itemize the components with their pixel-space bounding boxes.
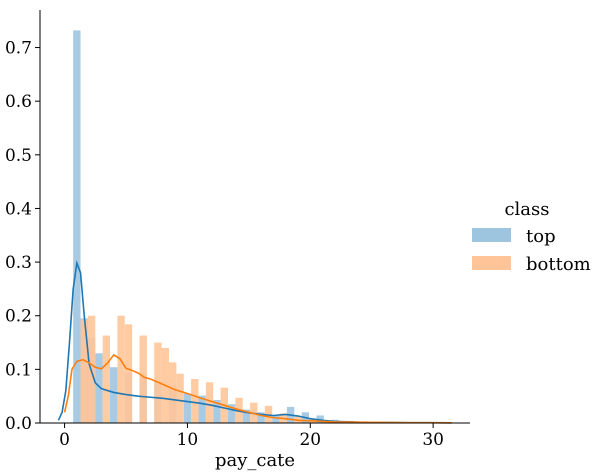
legend-label-top: top (526, 226, 556, 247)
legend: class top bottom (472, 199, 591, 275)
y-tick-label: 0.1 (5, 360, 32, 380)
bar-top-13 (242, 409, 251, 423)
y-tick-label: 0.4 (5, 199, 32, 219)
bar-top-14 (257, 412, 265, 423)
x-tick-label: 20 (299, 430, 321, 450)
bar-top-11 (213, 399, 221, 423)
x-tick-label: 30 (422, 430, 444, 450)
legend-swatch-top (472, 228, 511, 242)
tick-labels: 0 10 20 30 0.0 0.1 0.2 0.3 0.4 0.5 0.6 0.7 (5, 39, 444, 450)
bar-top-10 (198, 395, 206, 423)
legend-swatch-bottom (472, 256, 511, 270)
bar-top-9 (183, 393, 192, 423)
bar-top-3 (95, 353, 103, 423)
bar-bottom-4 (124, 324, 133, 423)
bar-bottom-8 (169, 362, 177, 423)
bar-bottom-5 (139, 335, 147, 423)
bar-bottom-9 (176, 373, 184, 423)
legend-label-bottom: bottom (526, 254, 591, 275)
legend-title: class (504, 199, 549, 220)
bar-bottom-0 (80, 319, 88, 423)
y-tick-label: 0.3 (5, 253, 32, 273)
x-tick-label: 10 (177, 430, 199, 450)
kde-curves (57, 259, 452, 424)
bar-bottom-11 (205, 382, 214, 423)
y-tick-label: 0.7 (5, 39, 32, 59)
bar-top-4 (110, 367, 118, 423)
bar-top-15 (272, 416, 280, 423)
bar-top-12 (227, 404, 236, 423)
x-axis-title: pay_cate (215, 450, 295, 471)
kde-line-top (57, 259, 452, 424)
x-tick-label: 0 (59, 430, 70, 450)
y-tick-label: 0.0 (5, 414, 32, 434)
axes (39, 10, 470, 424)
y-tick-label: 0.6 (5, 92, 32, 112)
bar-bottom-10 (191, 379, 199, 423)
histogram-bars (73, 30, 442, 423)
y-tick-label: 0.5 (5, 146, 32, 166)
bar-bottom-2 (102, 335, 111, 423)
bar-top-0 (73, 30, 81, 423)
kde-line-bottom (63, 353, 452, 424)
bar-bottom-3 (117, 315, 125, 423)
y-tick-label: 0.2 (5, 307, 32, 327)
